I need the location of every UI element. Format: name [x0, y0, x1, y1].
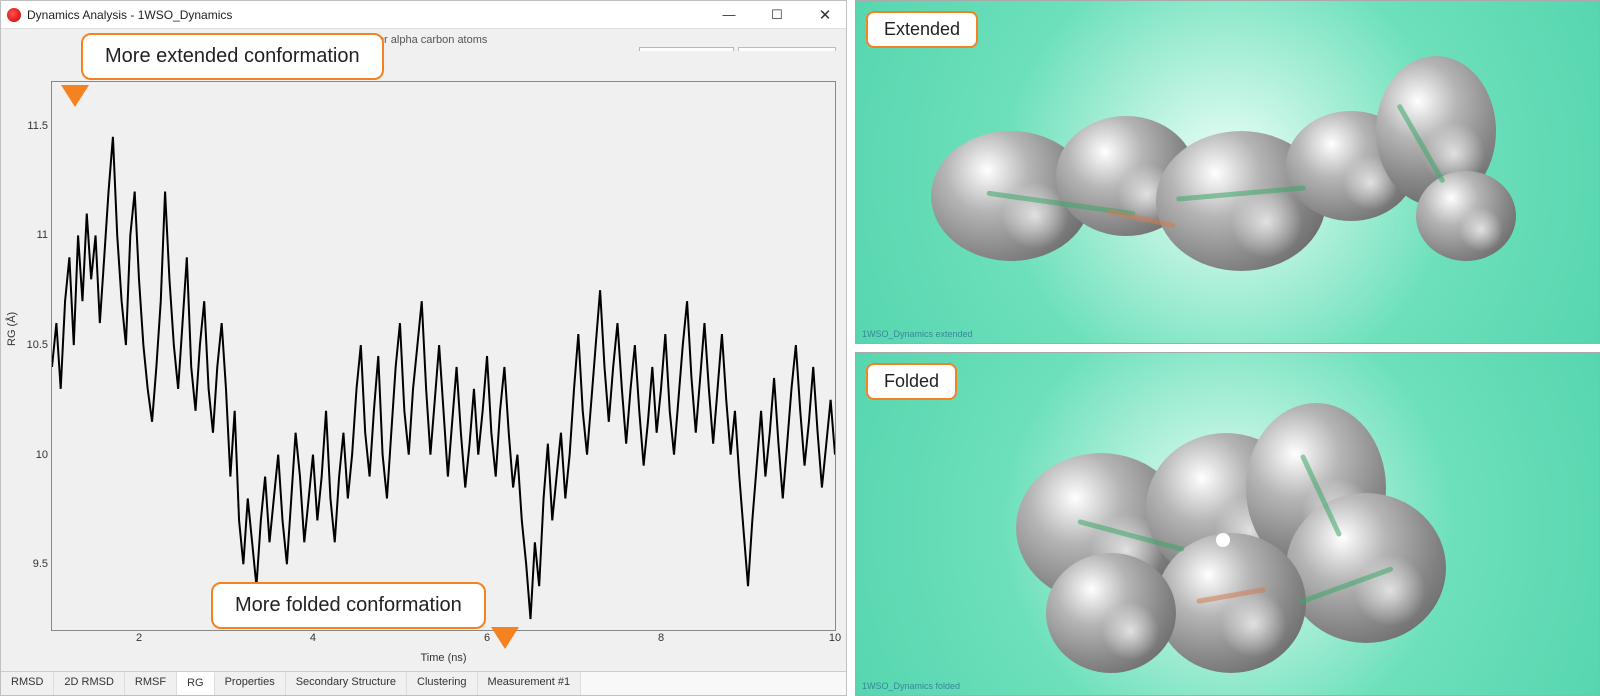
tab-secondary-structure[interactable]: Secondary Structure [286, 672, 407, 695]
tab-clustering[interactable]: Clustering [407, 672, 478, 695]
plot-canvas[interactable]: 9.51010.51111.5 246810 RG (Å) Time (ns) [51, 81, 836, 631]
tab-rg[interactable]: RG [177, 672, 215, 695]
tab-properties[interactable]: Properties [215, 672, 286, 695]
dynamics-analysis-window: Dynamics Analysis - 1WSO_Dynamics — ☐ ✕ … [0, 0, 847, 696]
x-tick: 2 [136, 632, 142, 644]
x-tick: 10 [829, 632, 841, 644]
tab-2d-rmsd[interactable]: 2D RMSD [54, 672, 125, 695]
app-icon [7, 8, 21, 22]
x-tick: 6 [484, 632, 490, 644]
structure-views-panel: Extended 1WSO_Dynamics extended Folded 1… [855, 0, 1600, 696]
extended-view[interactable]: Extended 1WSO_Dynamics extended [855, 0, 1600, 344]
folded-label: Folded [866, 363, 957, 400]
tab-rmsd[interactable]: RMSD [1, 672, 54, 695]
x-axis-label: Time (ns) [420, 652, 466, 664]
extended-caption: 1WSO_Dynamics extended [862, 329, 973, 339]
x-tick: 4 [310, 632, 316, 644]
folded-view[interactable]: Folded 1WSO_Dynamics folded [855, 352, 1600, 696]
tab-measurement-1[interactable]: Measurement #1 [478, 672, 582, 695]
plot-area: More extended conformation More folded c… [1, 51, 846, 671]
analysis-tabbar: RMSD2D RMSDRMSFRGPropertiesSecondary Str… [1, 671, 846, 695]
extended-label: Extended [866, 11, 978, 48]
callout-extended-arrow [61, 85, 89, 107]
y-axis-label: RG (Å) [6, 312, 18, 346]
minimize-button[interactable]: — [714, 4, 744, 26]
callout-folded-arrow [491, 627, 519, 649]
y-tick: 11 [37, 229, 48, 241]
y-tick: 11.5 [27, 120, 48, 132]
callout-extended: More extended conformation [81, 33, 384, 80]
close-button[interactable]: ✕ [810, 4, 840, 26]
cavity-hole [1216, 533, 1230, 547]
titlebar: Dynamics Analysis - 1WSO_Dynamics — ☐ ✕ [1, 1, 846, 29]
y-tick: 10 [36, 449, 48, 461]
rg-line-trace [52, 82, 835, 630]
window-title: Dynamics Analysis - 1WSO_Dynamics [27, 8, 232, 22]
callout-folded: More folded conformation [211, 582, 486, 629]
y-tick: 9.5 [33, 558, 48, 570]
y-tick: 10.5 [27, 339, 48, 351]
folded-caption: 1WSO_Dynamics folded [862, 681, 960, 691]
x-tick: 8 [658, 632, 664, 644]
maximize-button[interactable]: ☐ [762, 4, 792, 26]
tab-rmsf[interactable]: RMSF [125, 672, 177, 695]
